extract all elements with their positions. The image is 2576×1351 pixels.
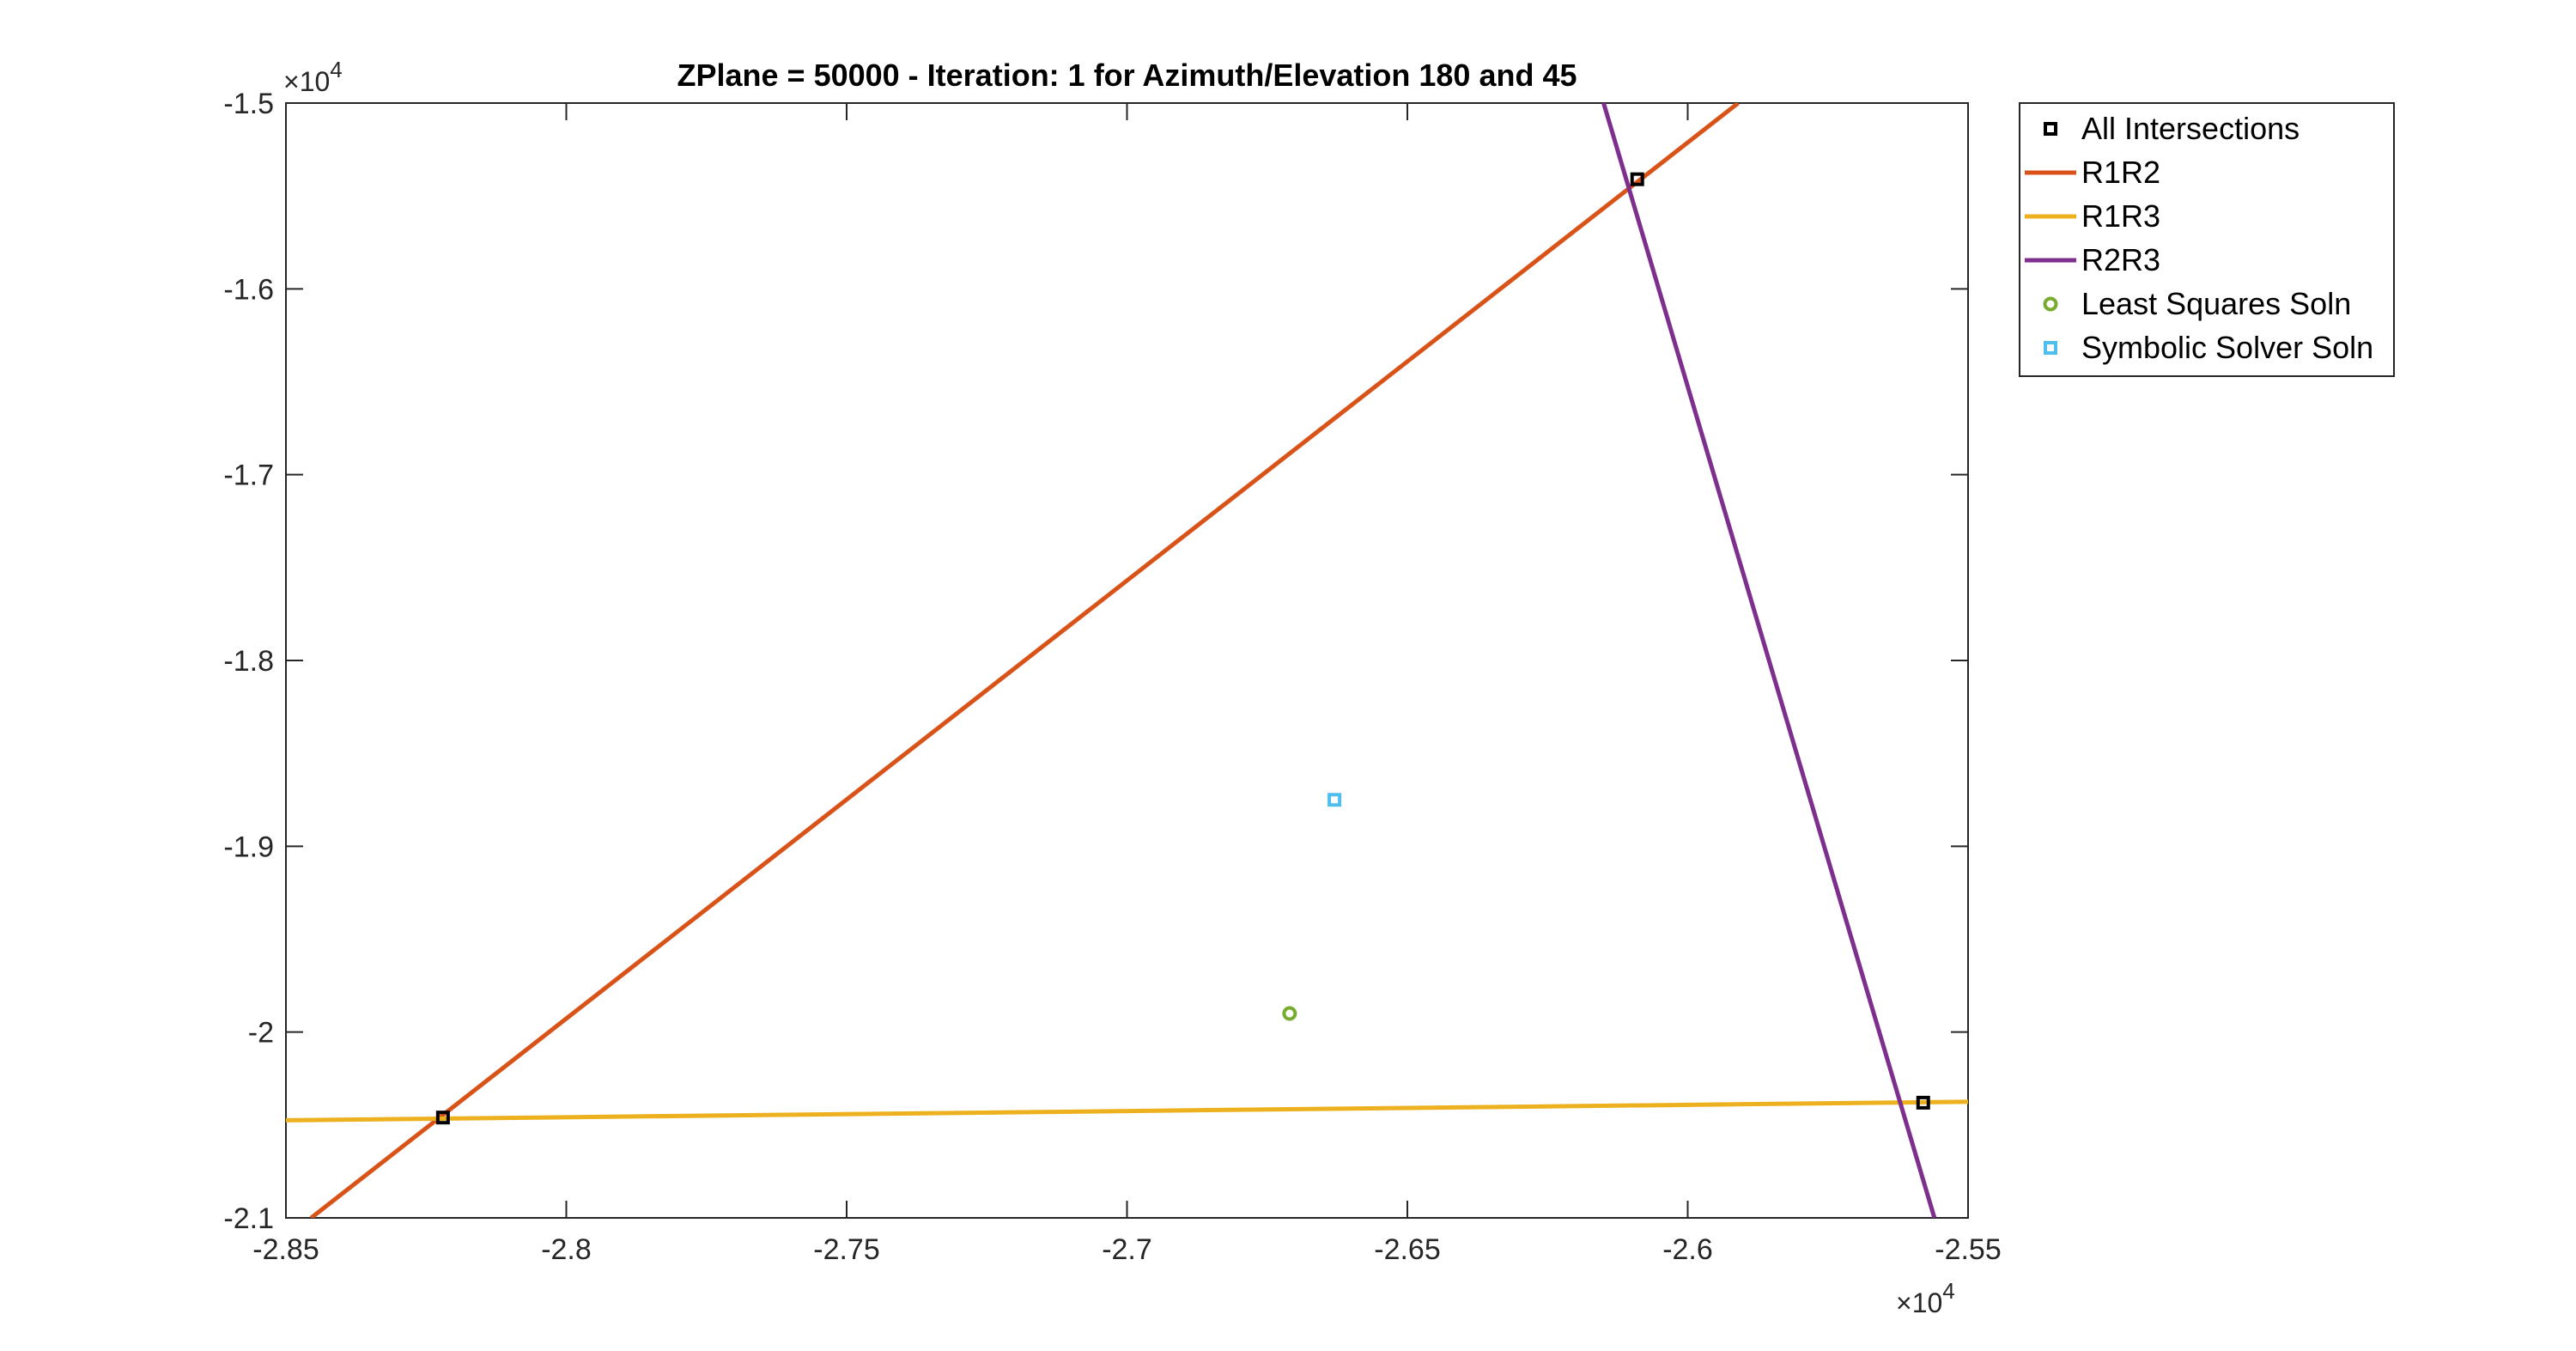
chart-title: ZPlane = 50000 - Iteration: 1 for Azimut… — [677, 58, 1577, 93]
legend-label-r1r3: R1R3 — [2081, 198, 2160, 234]
series-least-squares-soln-point — [1282, 1006, 1297, 1021]
legend: All Intersections R1R2 R1R3 R2R3 Least Squar… — [2019, 102, 2395, 377]
y-tick-label: -2 — [248, 1017, 274, 1050]
legend-swatch-all-intersections — [2044, 122, 2057, 136]
x-tick-label: -2.55 — [1935, 1233, 2002, 1266]
legend-swatch-symbolic-solver-soln — [2044, 341, 2057, 355]
legend-label-least-squares-soln: Least Squares Soln — [2081, 286, 2351, 321]
series-r1r3-line — [286, 1099, 1968, 1123]
y-tick-label: -1.5 — [223, 88, 274, 120]
series-symbolic-solver-soln-point — [1327, 793, 1342, 807]
x-tick-label: -2.8 — [541, 1233, 592, 1266]
legend-label-symbolic-solver-soln: Symbolic Solver Soln — [2081, 330, 2373, 365]
y-axis: -1.5 -1.6 -1.7 -1.8 -1.9 -2 -2.1 ×104 — [223, 57, 1968, 1235]
series-lines — [286, 103, 1968, 1218]
y-tick-label: -2.1 — [223, 1202, 274, 1235]
x-tick-label: -2.6 — [1662, 1233, 1713, 1266]
series-r1r2-line — [309, 103, 1740, 1218]
y-tick-label: -1.7 — [223, 459, 274, 492]
y-exponent-label: ×104 — [283, 57, 343, 97]
y-tick-label: -1.6 — [223, 273, 274, 306]
x-tick-label: -2.65 — [1374, 1233, 1441, 1266]
y-tick-label: -1.8 — [223, 645, 274, 678]
x-tick-label: -2.85 — [252, 1233, 319, 1266]
legend-label-r1r2: R1R2 — [2081, 155, 2160, 190]
series-markers — [435, 172, 1930, 1125]
legend-swatch-least-squares-soln — [2043, 296, 2058, 312]
series-all-intersections-point — [1630, 172, 1644, 186]
x-axis: -2.85 -2.8 -2.75 -2.7 -2.65 -2.6 -2.55 ×104 — [252, 103, 2002, 1318]
series-r2r3-line — [1601, 103, 1937, 1218]
legend-label-all-intersections: All Intersections — [2081, 111, 2300, 146]
x-tick-label: -2.75 — [813, 1233, 880, 1266]
x-tick-label: -2.7 — [1102, 1233, 1152, 1266]
y-tick-label: -1.9 — [223, 831, 274, 863]
series-all-intersections-point — [435, 1111, 450, 1125]
x-exponent-label: ×104 — [1896, 1278, 1955, 1318]
legend-label-r2r3: R2R3 — [2081, 242, 2160, 277]
legend-box — [2019, 102, 2395, 377]
series-all-intersections-point — [1916, 1095, 1930, 1110]
